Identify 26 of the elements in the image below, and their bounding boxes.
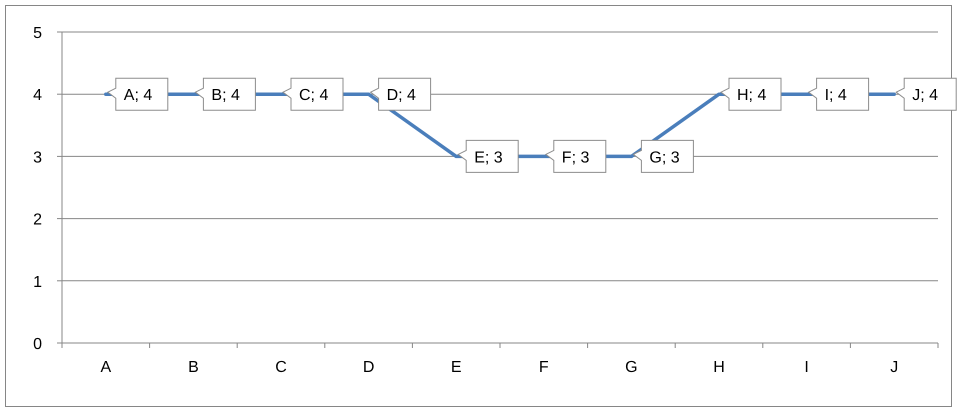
y-tick-label: 4 xyxy=(33,87,42,104)
x-tick-label: H xyxy=(713,359,725,376)
y-tick-label: 0 xyxy=(33,336,42,353)
y-tick-label: 1 xyxy=(33,274,42,291)
data-label: D; 4 xyxy=(386,87,416,104)
y-tick-label: 2 xyxy=(33,212,42,229)
data-label: F; 3 xyxy=(562,149,590,166)
x-tick-label: B xyxy=(188,359,199,376)
x-tick-label: E xyxy=(450,359,462,376)
x-tick-label: D xyxy=(362,359,374,376)
x-tick-label: C xyxy=(275,359,287,376)
data-label: B; 4 xyxy=(211,87,240,104)
data-label: C; 4 xyxy=(299,87,328,104)
data-label: I; 4 xyxy=(824,87,847,104)
x-tick-label: J xyxy=(890,359,898,376)
data-label: A; 4 xyxy=(124,87,152,104)
x-tick-label: F xyxy=(538,359,549,376)
data-label: H; 4 xyxy=(737,87,766,104)
x-tick-label: G xyxy=(625,359,638,376)
y-tick-label: 5 xyxy=(33,25,42,42)
x-tick-label: A xyxy=(100,359,112,376)
x-tick-label: I xyxy=(804,359,809,376)
data-label: J; 4 xyxy=(912,87,938,104)
data-label: E; 3 xyxy=(474,149,503,166)
data-label: G; 3 xyxy=(649,149,680,166)
y-tick-label: 3 xyxy=(33,149,42,166)
